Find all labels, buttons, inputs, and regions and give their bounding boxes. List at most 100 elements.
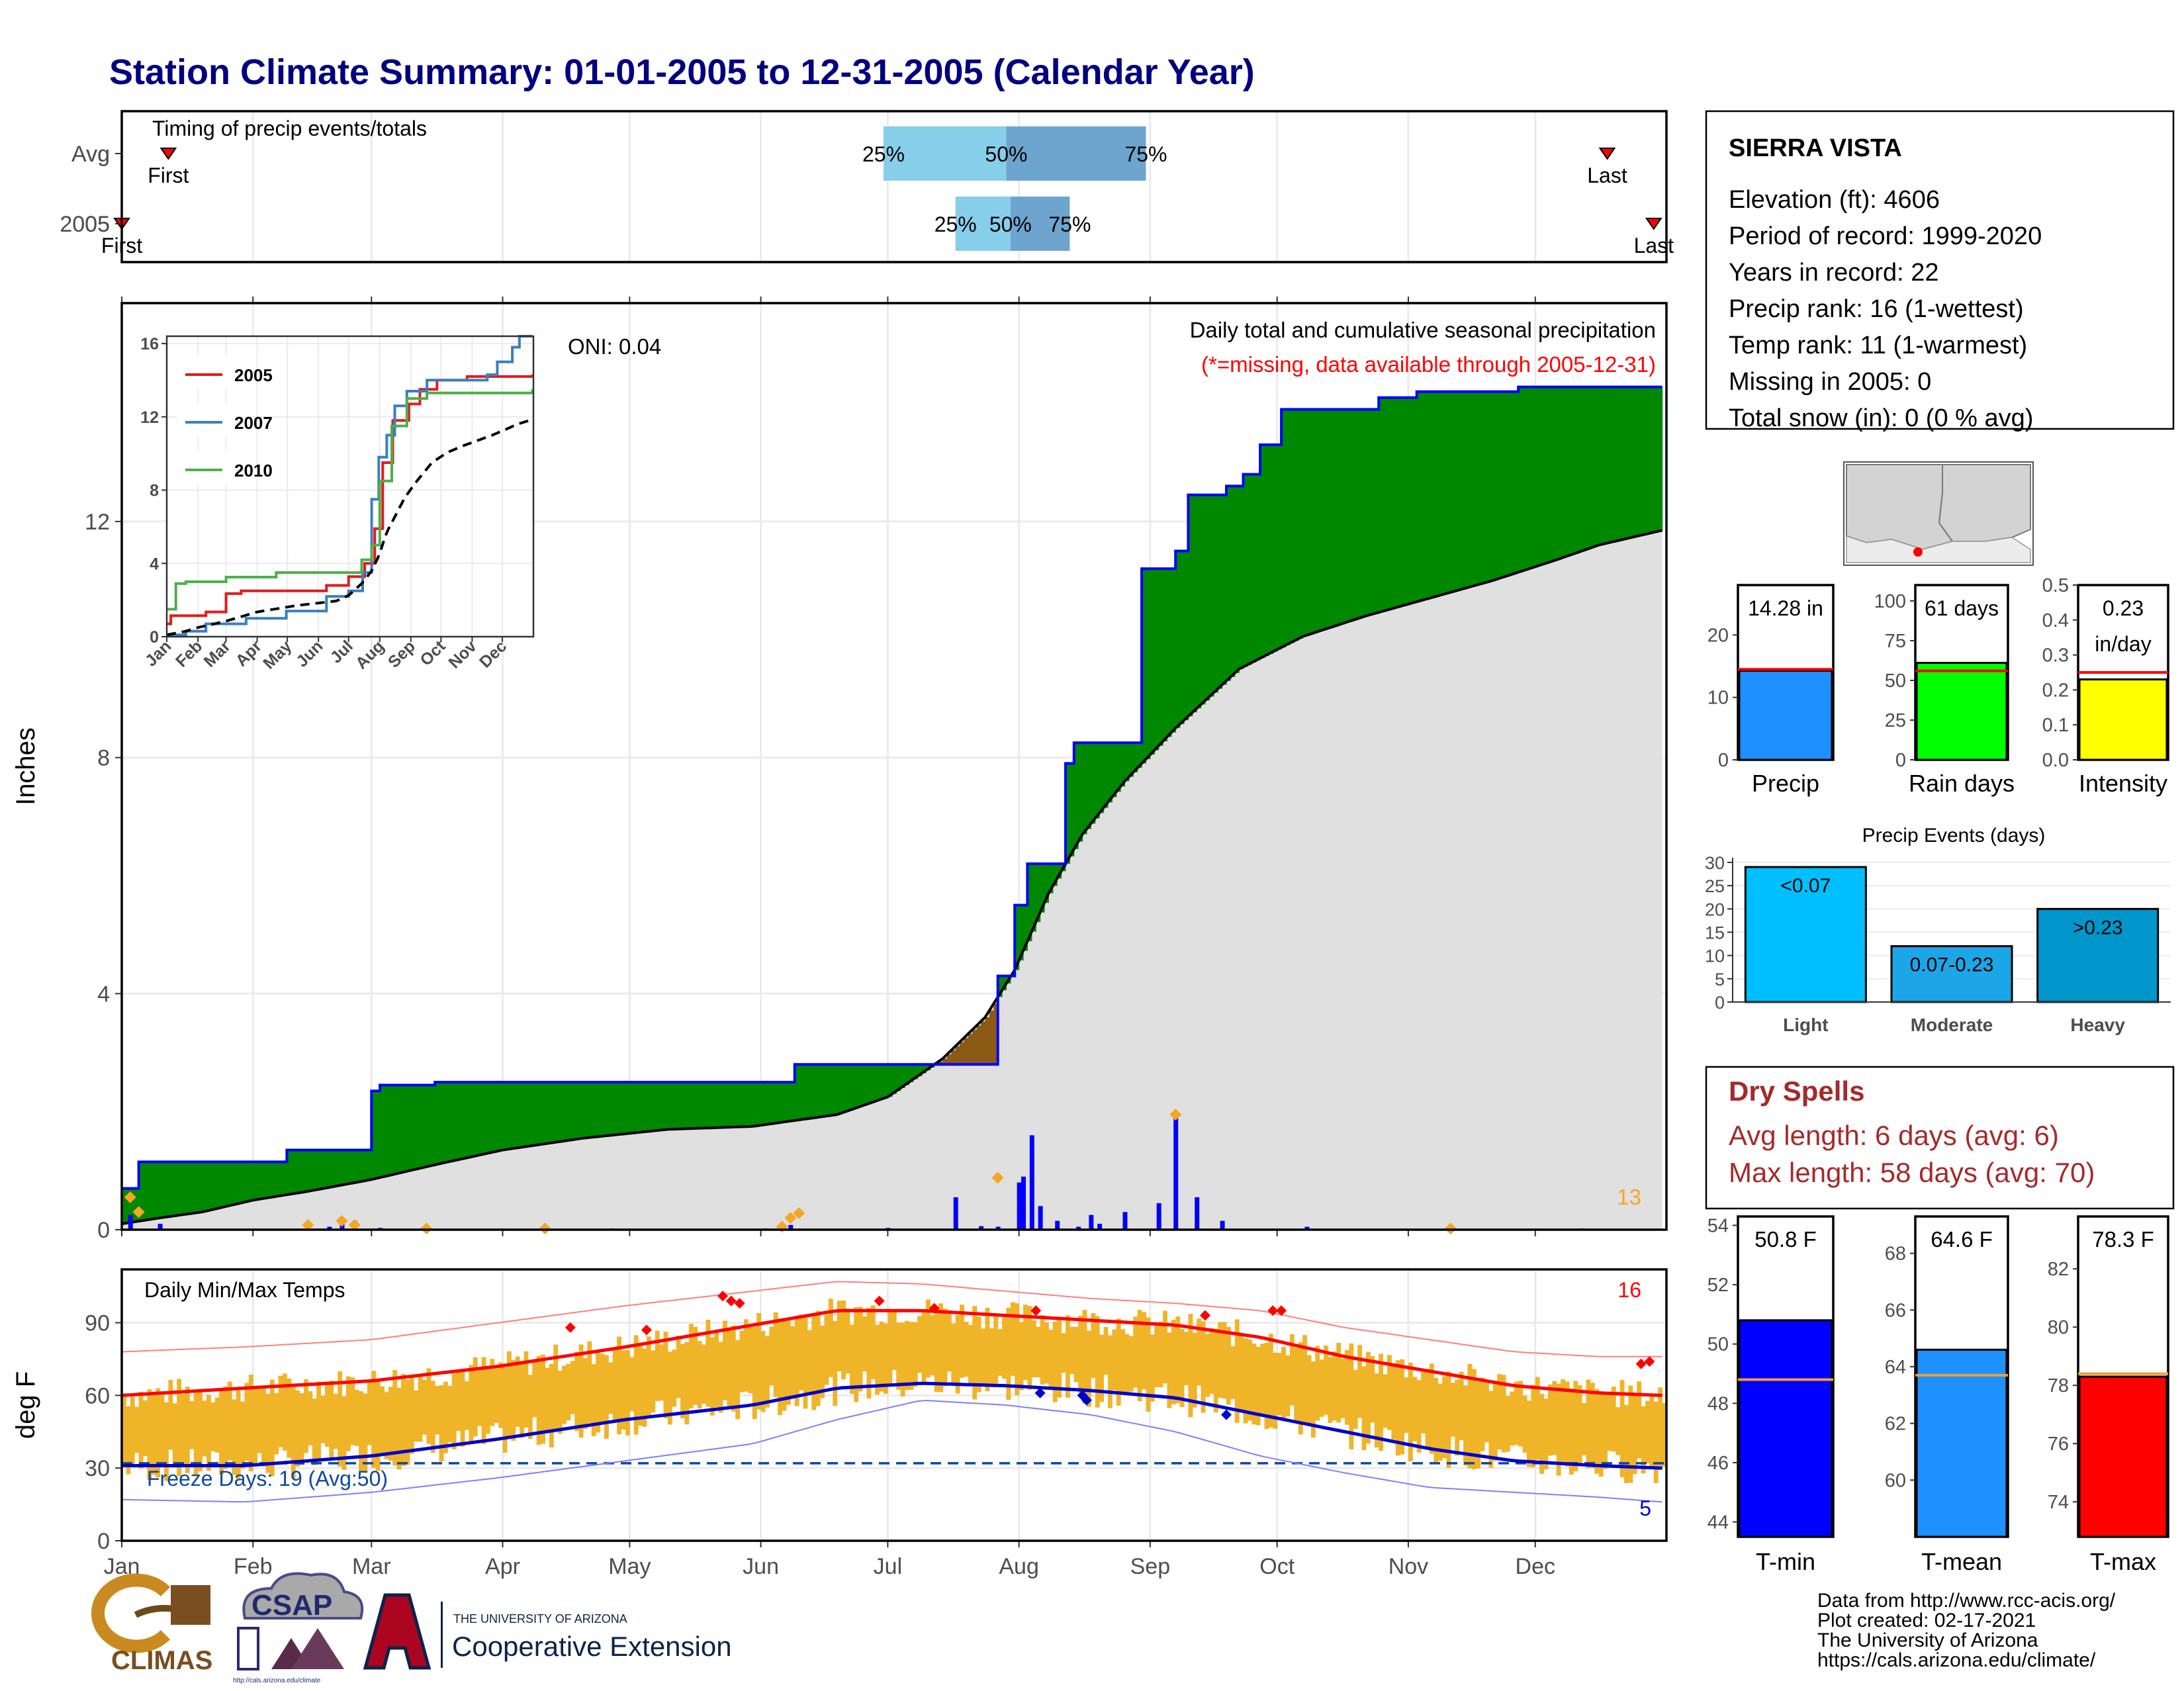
- daily-temp-bar: [1598, 1394, 1604, 1477]
- daily-temp-bar: [964, 1322, 969, 1377]
- record-precip-marker: [124, 1191, 136, 1203]
- surplus-area: [269, 1162, 275, 1198]
- surplus-area: [803, 1064, 808, 1120]
- daily-temp-bar: [261, 1389, 266, 1467]
- daily-temp-bar: [1073, 1326, 1079, 1383]
- daily-temp-bar: [345, 1376, 351, 1451]
- record-high-marker: [734, 1298, 745, 1309]
- surplus-area: [1518, 387, 1524, 572]
- record-low-marker: [1034, 1387, 1046, 1398]
- surplus-area: [727, 1082, 732, 1128]
- deficit-area: [938, 1061, 944, 1065]
- daily-temp-bar: [1319, 1359, 1324, 1417]
- timing-row-label: Avg: [71, 142, 110, 167]
- precip-summary-ytick-label: 20: [1707, 625, 1729, 646]
- surplus-area: [240, 1162, 246, 1203]
- daily-temp-bar: [1264, 1342, 1269, 1430]
- intensity-summary-label: Intensity: [2079, 770, 2167, 797]
- station-line: Temp rank: 11 (1-warmest): [1729, 332, 2027, 359]
- surplus-area: [1658, 387, 1663, 531]
- surplus-area: [1433, 391, 1439, 598]
- daily-temp-bar: [837, 1301, 842, 1372]
- daily-temp-bar: [667, 1351, 672, 1425]
- daily-temp-bar: [1611, 1387, 1616, 1452]
- daily-temp-bar: [303, 1379, 308, 1453]
- daily-temp-bar: [485, 1367, 490, 1434]
- temps-title: Daily Min/Max Temps: [144, 1278, 345, 1302]
- surplus-area: [1446, 391, 1451, 594]
- surplus-area: [769, 1082, 774, 1124]
- daily-precip-bar: [1122, 1212, 1128, 1230]
- surplus-area: [159, 1162, 165, 1218]
- surplus-area: [1471, 391, 1477, 587]
- surplus-area: [1328, 409, 1333, 629]
- surplus-area: [1099, 743, 1105, 813]
- daily-temp-bar: [193, 1393, 199, 1475]
- surplus-area: [354, 1150, 359, 1183]
- locator-map: [1843, 461, 2034, 566]
- raindays-summary-ytick-label: 75: [1885, 631, 1906, 652]
- daily-temp-bar: [651, 1350, 656, 1413]
- daily-temp-bar: [202, 1400, 207, 1457]
- daily-precip-bar: [1097, 1224, 1103, 1230]
- daily-temp-bar: [702, 1344, 706, 1404]
- surplus-area: [481, 1082, 486, 1155]
- surplus-area: [705, 1082, 711, 1128]
- daily-temp-bar: [1425, 1369, 1430, 1447]
- station-line: Years in record: 22: [1729, 259, 1939, 287]
- daily-temp-bar: [1467, 1363, 1473, 1469]
- daily-temp-bar: [1349, 1343, 1354, 1449]
- daily-temp-bar: [739, 1330, 745, 1393]
- daily-temp-bar: [557, 1371, 563, 1434]
- daily-temp-bar: [473, 1357, 478, 1437]
- surplus-area: [1002, 976, 1007, 991]
- surplus-area: [638, 1082, 643, 1133]
- daily-temp-bar: [799, 1314, 804, 1391]
- daily-temp-bar: [1289, 1334, 1295, 1406]
- surplus-area: [532, 1082, 537, 1146]
- climas-logo-text: CLIMAS: [111, 1646, 212, 1675]
- avg-min-line: [122, 1381, 1662, 1470]
- record-high-marker: [725, 1295, 737, 1306]
- surplus-area: [418, 1085, 423, 1169]
- surplus-area: [1556, 387, 1561, 560]
- daily-temp-bar: [451, 1373, 457, 1449]
- surplus-area: [248, 1162, 253, 1201]
- daily-temp-bar: [502, 1367, 508, 1453]
- daily-temp-bar: [460, 1369, 465, 1447]
- daily-temp-bar: [1543, 1398, 1549, 1470]
- daily-temp-bar: [1184, 1332, 1189, 1385]
- daily-temp-bar: [523, 1351, 529, 1428]
- surplus-area: [426, 1085, 432, 1167]
- daily-temp-bar: [858, 1306, 863, 1392]
- daily-temp-bar: [1116, 1318, 1121, 1406]
- surplus-area: [506, 1082, 512, 1150]
- timing-q25-label: 25%: [934, 212, 977, 236]
- deficit-area: [981, 1021, 986, 1065]
- surplus-area: [1142, 569, 1147, 764]
- daily-temp-bar: [159, 1391, 165, 1467]
- surplus-area: [156, 1162, 161, 1219]
- daily-temp-bar: [375, 1380, 381, 1471]
- surplus-area: [214, 1162, 220, 1209]
- inset-ytick-label: 8: [150, 482, 159, 500]
- daily-temp-bar: [981, 1328, 985, 1387]
- daily-temp-bar: [688, 1324, 694, 1408]
- record-high-marker: [874, 1295, 885, 1306]
- surplus-area: [1057, 864, 1062, 879]
- daily-temp-bar: [1442, 1376, 1447, 1459]
- daily-temp-bar: [1459, 1371, 1464, 1441]
- daily-precip-bar: [1304, 1226, 1310, 1230]
- daily-temp-bar: [705, 1319, 711, 1407]
- daily-temp-bar: [938, 1303, 944, 1393]
- raindays-summary-ytick-label: 100: [1874, 591, 1906, 612]
- daily-temp-bar: [663, 1331, 668, 1418]
- daily-temp-bar: [1619, 1380, 1625, 1478]
- timing-frame: [120, 110, 1668, 263]
- daily-temp-bar: [1365, 1351, 1371, 1443]
- daily-temp-bar: [278, 1375, 283, 1447]
- surplus-area: [1561, 387, 1566, 559]
- daily-temp-bar: [866, 1308, 872, 1399]
- record-max-line: [121, 1281, 1662, 1357]
- daily-temp-bar: [693, 1326, 698, 1405]
